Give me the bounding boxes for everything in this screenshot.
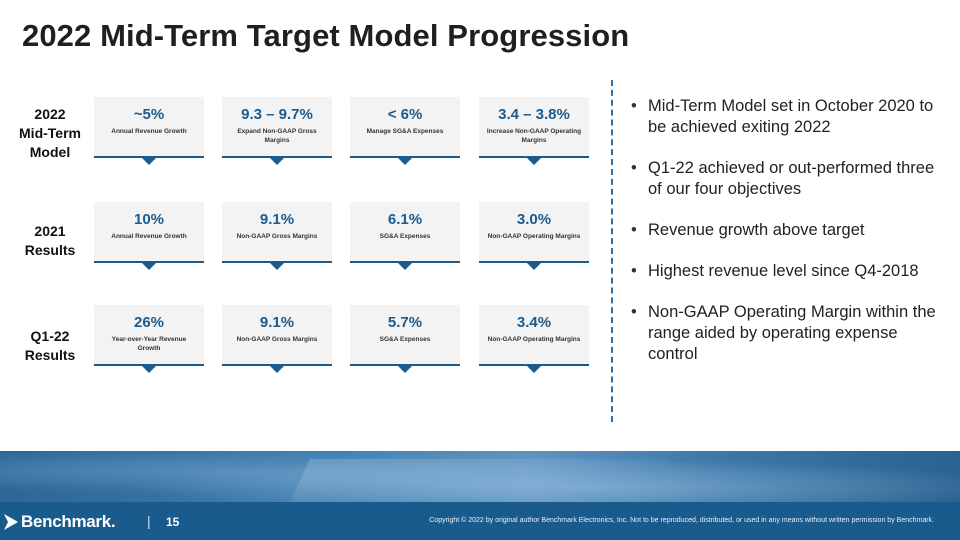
caret-down-icon <box>142 366 156 373</box>
metric-description: Non-GAAP Gross Margins <box>236 233 318 240</box>
row-label-2021: 2021 Results <box>14 222 86 260</box>
decorative-banner <box>0 451 960 502</box>
bullet-item: Q1-22 achieved or out-performed three of… <box>630 158 950 200</box>
metric-value: 9.3 – 9.7% <box>241 106 313 123</box>
caret-down-icon <box>398 263 412 270</box>
metric-description: Manage SG&A Expenses <box>366 128 444 135</box>
caret-down-icon <box>527 263 541 270</box>
metric-description: Non-GAAP Operating Margins <box>487 233 581 240</box>
footer-separator: | <box>147 513 151 529</box>
metric-description: Non-GAAP Gross Margins <box>236 336 318 343</box>
metric-description: Annual Revenue Growth <box>111 233 187 240</box>
metric-card: 9.1% Non-GAAP Gross Margins <box>222 305 332 373</box>
bullet-item: Mid-Term Model set in October 2020 to be… <box>630 96 950 138</box>
row-label-line: 2021 <box>34 223 66 239</box>
caret-down-icon <box>527 366 541 373</box>
metric-card: 5.7% SG&A Expenses <box>350 305 460 373</box>
metric-card: 9.3 – 9.7% Expand Non-GAAP Gross Margins <box>222 97 332 165</box>
metric-description: Annual Revenue Growth <box>111 128 187 135</box>
row-label-line: Q1-22 <box>30 328 70 344</box>
bullet-item: Non-GAAP Operating Margin within the ran… <box>630 302 950 365</box>
benchmark-logo: Benchmark. <box>4 512 116 532</box>
slide-title: 2022 Mid-Term Target Model Progression <box>22 18 630 53</box>
footer-bar: Benchmark. | 15 Copyright © 2022 by orig… <box>0 502 960 540</box>
logo-dot: . <box>110 512 116 531</box>
metric-description: Increase Non-GAAP Operating Margins <box>486 128 582 144</box>
bullet-item: Revenue growth above target <box>630 220 950 241</box>
metric-card: 3.0% Non-GAAP Operating Margins <box>479 202 589 270</box>
metric-card: 9.1% Non-GAAP Gross Margins <box>222 202 332 270</box>
page-number: 15 <box>166 515 180 529</box>
caret-down-icon <box>142 158 156 165</box>
metric-card: 3.4% Non-GAAP Operating Margins <box>479 305 589 373</box>
metric-value: 3.4% <box>516 314 552 331</box>
caret-down-icon <box>398 366 412 373</box>
bullet-item: Highest revenue level since Q4-2018 <box>630 261 950 282</box>
metric-card: 3.4 – 3.8% Increase Non-GAAP Operating M… <box>479 97 589 165</box>
caret-down-icon <box>270 263 284 270</box>
logo-name: Benchmark <box>21 512 111 531</box>
metric-card: 6.1% SG&A Expenses <box>350 202 460 270</box>
row-label-line: Mid-Term <box>19 125 81 141</box>
summary-bullet-list: Mid-Term Model set in October 2020 to be… <box>630 96 950 385</box>
metric-description: SG&A Expenses <box>379 336 431 343</box>
metric-value: 26% <box>133 314 165 331</box>
metric-value: 3.0% <box>516 211 552 228</box>
metric-card: 26% Year-over-Year Revenue Growth <box>94 305 204 373</box>
metric-card: < 6% Manage SG&A Expenses <box>350 97 460 165</box>
row-label-line: Model <box>29 144 71 160</box>
row-label-midterm: 2022 Mid-Term Model <box>14 105 86 162</box>
metric-card: ~5% Annual Revenue Growth <box>94 97 204 165</box>
row-label-line: 2022 <box>34 106 66 122</box>
metric-value: 9.1% <box>259 211 295 228</box>
metric-value: 5.7% <box>387 314 423 331</box>
caret-down-icon <box>270 366 284 373</box>
metric-description: Year-over-Year Revenue Growth <box>111 336 187 352</box>
caret-down-icon <box>142 263 156 270</box>
metric-value: < 6% <box>387 106 423 123</box>
caret-down-icon <box>527 158 541 165</box>
metric-description: Non-GAAP Operating Margins <box>487 336 581 343</box>
logo-wordmark: Benchmark. <box>21 512 116 532</box>
metric-value: 10% <box>133 211 165 228</box>
metric-value: 9.1% <box>259 314 295 331</box>
benchmark-arrow-icon <box>4 514 18 530</box>
row-label-q1-22: Q1-22 Results <box>14 327 86 365</box>
banner-sheen <box>289 459 671 502</box>
caret-down-icon <box>398 158 412 165</box>
row-label-line: Results <box>24 242 76 258</box>
copyright-notice: Copyright © 2022 by original author Benc… <box>429 517 934 524</box>
metric-value: 3.4 – 3.8% <box>498 106 570 123</box>
metric-value: ~5% <box>133 106 165 123</box>
metric-card: 10% Annual Revenue Growth <box>94 202 204 270</box>
metric-description: SG&A Expenses <box>379 233 431 240</box>
row-label-line: Results <box>24 347 76 363</box>
dashed-divider <box>611 80 613 422</box>
metric-value: 6.1% <box>387 211 423 228</box>
caret-down-icon <box>270 158 284 165</box>
metric-description: Expand Non-GAAP Gross Margins <box>237 128 317 144</box>
